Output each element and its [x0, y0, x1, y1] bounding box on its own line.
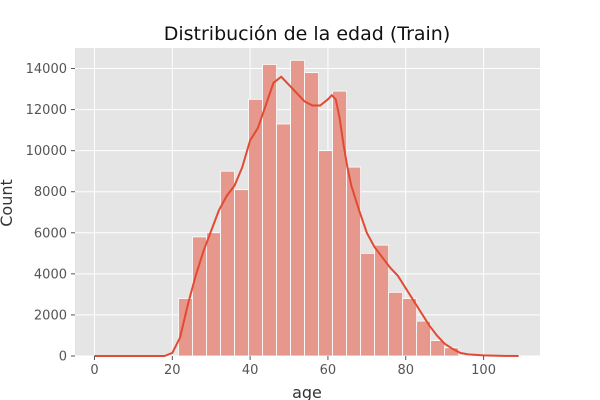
histogram-bar — [206, 232, 221, 357]
histogram-bar — [220, 170, 235, 357]
x-tick-label: 60 — [320, 363, 337, 378]
chart-title: Distribución de la edad (Train) — [164, 23, 451, 45]
histogram-bar — [332, 90, 348, 357]
y-tick-label: 0 — [59, 350, 67, 365]
x-tick-label: 0 — [90, 363, 98, 378]
histogram-bar — [276, 123, 291, 357]
x-tick-label: 80 — [397, 363, 414, 378]
x-tick-label: 40 — [242, 363, 259, 378]
histogram-bar — [388, 291, 404, 357]
y-tick-label: 12000 — [26, 103, 67, 118]
y-tick-label: 8000 — [34, 185, 67, 200]
histogram-bar — [234, 189, 249, 357]
x-axis-ticks: 0 20 40 60 80 100 — [90, 356, 496, 378]
histogram-bar — [360, 252, 376, 357]
histogram-bar — [192, 236, 207, 357]
histogram-bar — [178, 298, 193, 357]
y-tick-label: 14000 — [26, 62, 67, 77]
x-tick-label: 100 — [471, 363, 496, 378]
y-tick-label: 4000 — [34, 267, 67, 282]
histogram-bar — [304, 72, 319, 357]
histogram-bar — [290, 59, 305, 357]
histogram-bar — [416, 320, 432, 357]
y-axis-label: Count — [0, 179, 16, 227]
kde-line — [94, 75, 519, 357]
x-axis-label: age — [292, 383, 322, 400]
y-tick-label: 6000 — [34, 226, 67, 241]
y-tick-label: 2000 — [34, 308, 67, 323]
y-tick-label: 10000 — [26, 144, 67, 159]
histogram-bar — [318, 150, 333, 357]
histogram-bar — [402, 298, 418, 357]
y-axis-ticks: 0 2000 4000 6000 8000 10000 12000 14000 — [26, 62, 75, 365]
x-tick-label: 20 — [164, 363, 181, 378]
histogram-bars — [178, 59, 460, 357]
